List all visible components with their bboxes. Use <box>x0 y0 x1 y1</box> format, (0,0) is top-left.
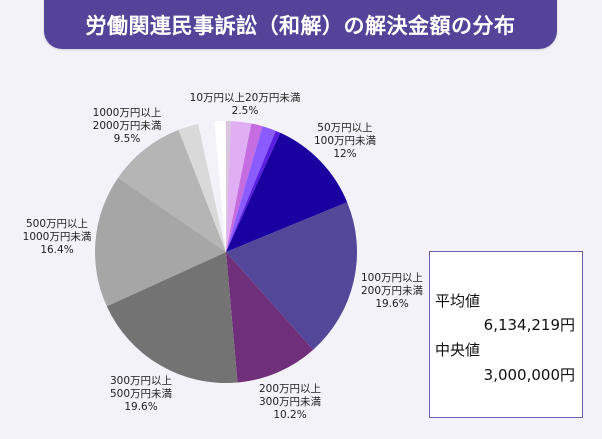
label-10-20: 10万円以上20万円未満 2.5% <box>190 92 301 118</box>
label-line: 100万円以上 <box>360 272 424 284</box>
mean-value: 6,134,219円 <box>483 316 575 334</box>
label-percent: 19.6% <box>124 401 158 413</box>
label-line: 200万円以上 <box>258 383 322 395</box>
stats-box: 平均値 6,134,219円 中央値 3,000,000円 <box>429 251 583 418</box>
label-100-200: 100万円以上 200万円未満 19.6% <box>361 272 423 311</box>
label-500-1000: 500万円以上 1000万円未満 16.4% <box>23 218 92 257</box>
label-percent: 9.5% <box>113 133 141 145</box>
mean-label: 平均値 <box>435 292 481 310</box>
label-percent: 10.2% <box>273 409 307 421</box>
median-label: 中央値 <box>435 341 481 359</box>
pie-slice-2 <box>226 123 263 252</box>
label-line: 200万円未満 <box>360 285 424 297</box>
label-line: 300万円未満 <box>258 396 322 408</box>
pie-slice-7 <box>226 252 314 383</box>
label-line: 100万円未満 <box>313 135 377 147</box>
pie-slice-8 <box>106 252 238 383</box>
label-line: 10万円以上20万円未満 <box>189 92 301 104</box>
label-300-500: 300万円以上 500万円未満 19.6% <box>110 375 172 414</box>
label-percent: 2.5% <box>231 105 259 117</box>
label-line: 1000万円以上 <box>92 107 162 119</box>
pie-slice-0 <box>226 121 231 252</box>
pie-slice-1 <box>226 121 252 252</box>
pie-slice-10 <box>118 129 226 252</box>
pie-slice-9 <box>95 177 226 307</box>
label-percent: 12% <box>333 148 357 160</box>
label-line: 500万円未満 <box>109 388 173 400</box>
label-percent: 16.4% <box>40 244 74 256</box>
pie-slice-11 <box>178 123 226 252</box>
pie-slice-6 <box>226 202 357 350</box>
label-percent: 19.6% <box>375 298 409 310</box>
pie-slice-12 <box>198 121 226 252</box>
label-50-100: 50万円以上 100万円未満 12% <box>314 122 376 161</box>
median-value: 3,000,000円 <box>483 366 575 384</box>
label-line: 2000万円未満 <box>92 120 162 132</box>
pie-slice-13 <box>214 121 226 252</box>
pie-slice-5 <box>226 132 348 252</box>
label-line: 500万円以上 <box>25 218 89 230</box>
label-line: 1000万円未満 <box>22 231 92 243</box>
label-1000-2000: 1000万円以上 2000万円未満 9.5% <box>93 107 162 146</box>
chart-title: 労働関連民事訴訟（和解）の解決金額の分布 <box>44 0 557 49</box>
pie-slice-4 <box>226 130 281 252</box>
pie-slice-3 <box>226 126 276 252</box>
label-200-300: 200万円以上 300万円未満 10.2% <box>259 383 321 422</box>
label-line: 50万円以上 <box>317 122 373 134</box>
label-line: 300万円以上 <box>109 375 173 387</box>
